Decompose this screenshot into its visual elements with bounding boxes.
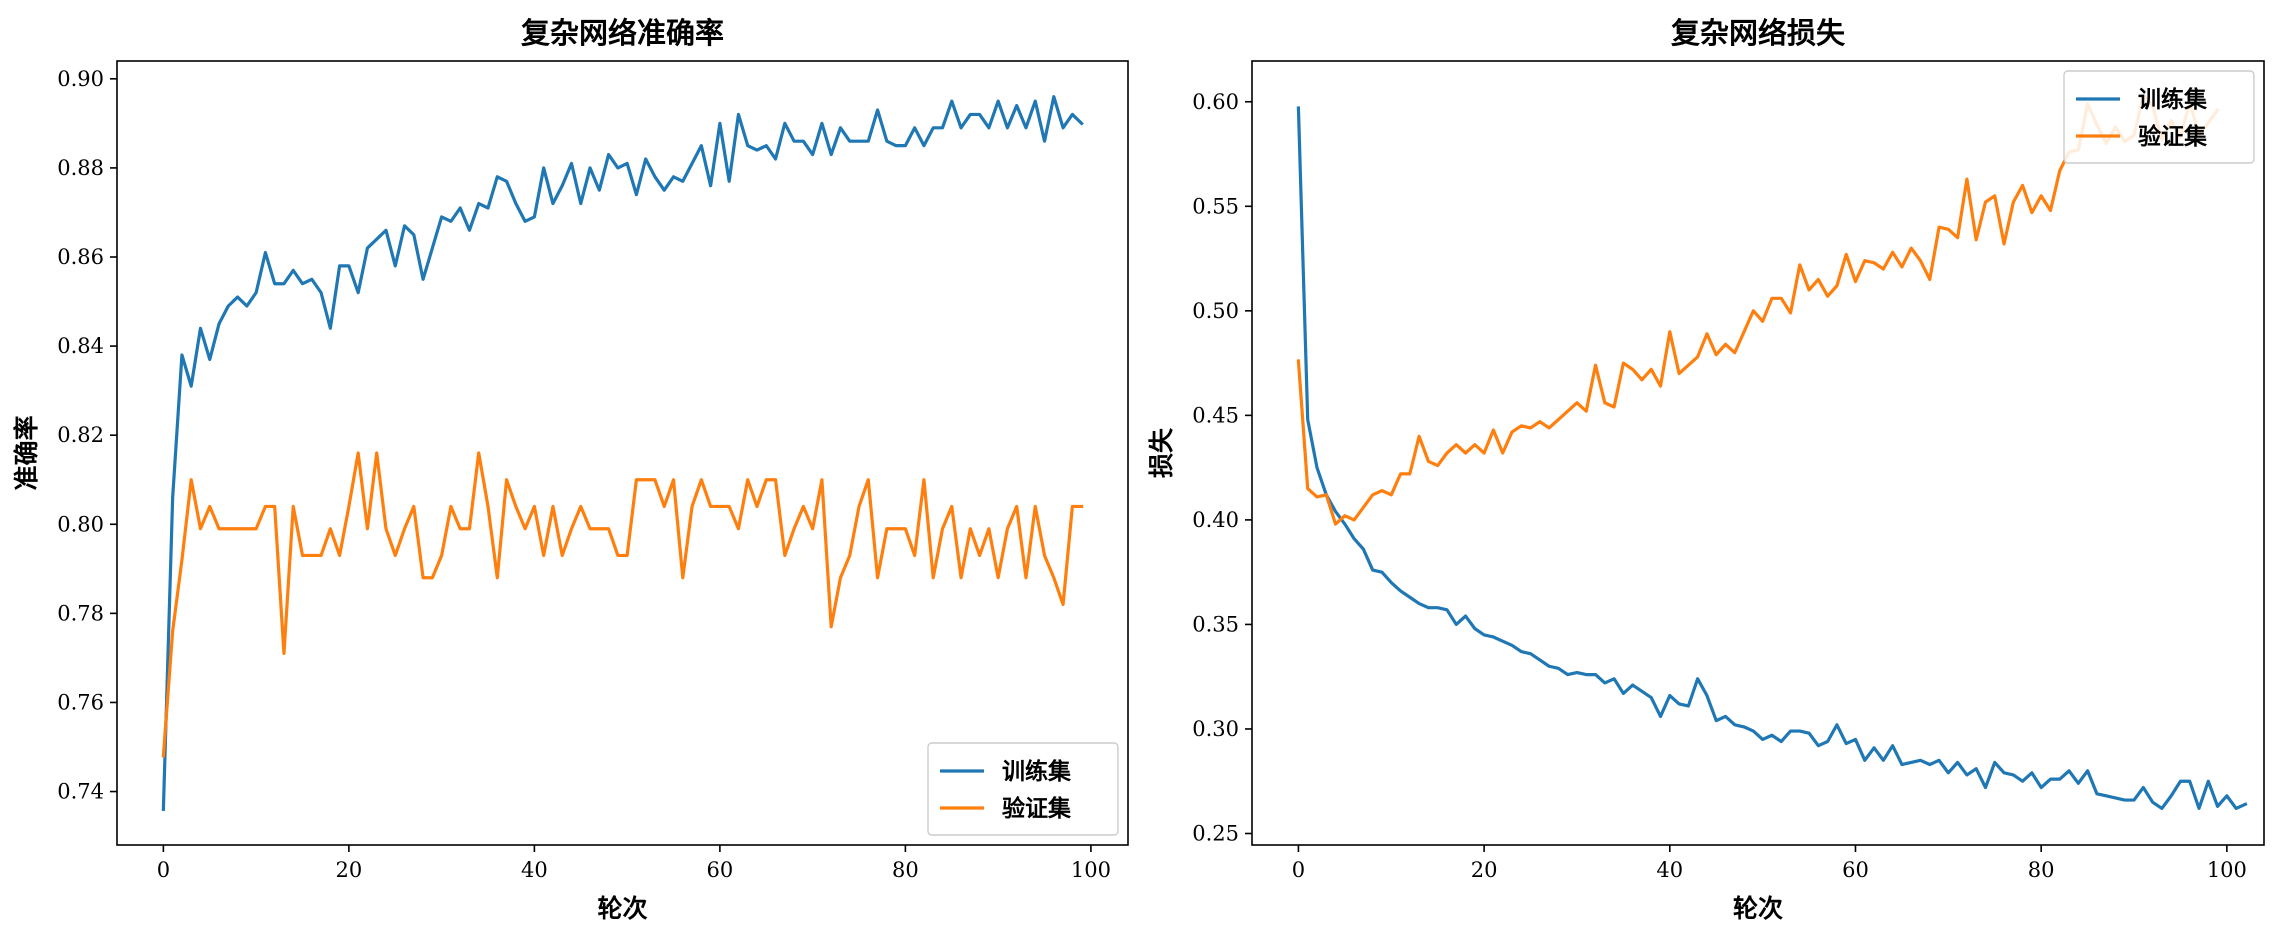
accuracy-x-tick-label: 80 bbox=[892, 858, 919, 882]
loss-y-tick-label: 0.25 bbox=[1192, 822, 1239, 846]
accuracy-y-tick-label: 0.80 bbox=[57, 512, 104, 536]
accuracy-series-train-line bbox=[161, 95, 1084, 812]
accuracy-y-tick-label: 0.86 bbox=[57, 245, 104, 269]
loss-x-tick-label: 60 bbox=[1842, 858, 1869, 882]
loss-legend-box bbox=[2063, 70, 2255, 164]
accuracy-y-tick-label: 0.82 bbox=[57, 423, 104, 447]
loss-y-axis-label: 损失 bbox=[1147, 427, 1176, 478]
accuracy-y-tick-label: 0.74 bbox=[57, 780, 104, 804]
loss-x-tick-label: 40 bbox=[1656, 858, 1683, 882]
accuracy-x-tick-label: 60 bbox=[707, 858, 734, 882]
loss-y-tick-label: 0.40 bbox=[1192, 508, 1239, 532]
accuracy-y-tick-label: 0.84 bbox=[57, 334, 104, 358]
accuracy-legend: 训练集 验证集 bbox=[927, 742, 1119, 836]
loss-y-tick-label: 0.50 bbox=[1192, 299, 1239, 323]
loss-legend-label-train: 训练集 bbox=[2138, 86, 2208, 113]
accuracy-y-tick-label: 0.90 bbox=[57, 67, 104, 91]
loss-y-tick-label: 0.30 bbox=[1192, 717, 1239, 741]
accuracy-x-tick-label: 0 bbox=[157, 858, 170, 882]
loss-axes-frame bbox=[1251, 60, 2265, 846]
accuracy-chart-title: 复杂网络准确率 bbox=[521, 16, 724, 50]
loss-x-tick-label: 100 bbox=[2207, 858, 2247, 882]
accuracy-x-axis-label: 轮次 bbox=[597, 894, 647, 923]
accuracy-legend-label-val: 验证集 bbox=[1002, 795, 1072, 822]
accuracy-y-tick-label: 0.78 bbox=[57, 601, 104, 625]
loss-x-tick-label: 80 bbox=[2028, 858, 2055, 882]
accuracy-y-tick-label: 0.88 bbox=[57, 156, 104, 180]
accuracy-legend-label-train: 训练集 bbox=[1002, 758, 1072, 785]
loss-x-tick-label: 0 bbox=[1292, 858, 1305, 882]
accuracy-axes-frame bbox=[116, 60, 1129, 846]
loss-y-tick-label: 0.45 bbox=[1192, 403, 1239, 427]
loss-x-axis-label: 轮次 bbox=[1733, 894, 1783, 923]
accuracy-legend-box bbox=[927, 742, 1119, 836]
loss-series-train-line bbox=[1296, 106, 2248, 811]
accuracy-series-group bbox=[161, 95, 1084, 812]
accuracy-x-tick-label: 100 bbox=[1071, 858, 1111, 882]
loss-y-tick-label: 0.35 bbox=[1192, 612, 1239, 636]
accuracy-x-tick-label: 20 bbox=[336, 858, 363, 882]
accuracy-series-val-line bbox=[161, 451, 1084, 758]
loss-chart-panel: 0 20 40 60 80 100 0.25 0.30 0.35 0.40 0.45 0.50 0.55… bbox=[1147, 16, 2265, 923]
loss-legend: 训练集 验证集 bbox=[2063, 70, 2255, 164]
loss-y-tick-label: 0.55 bbox=[1192, 194, 1239, 218]
accuracy-y-axis-label: 准确率 bbox=[12, 415, 41, 490]
accuracy-chart-panel: 0 20 40 60 80 100 0.74 0.76 0.78 0.80 0.82 0.84 0.86… bbox=[12, 16, 1129, 923]
accuracy-x-tick-label: 40 bbox=[521, 858, 548, 882]
loss-chart-title: 复杂网络损失 bbox=[1671, 16, 1846, 50]
accuracy-y-tick-label: 0.76 bbox=[57, 690, 104, 714]
loss-x-tick-label: 20 bbox=[1471, 858, 1498, 882]
loss-legend-label-val: 验证集 bbox=[2138, 123, 2208, 150]
loss-y-tick-label: 0.60 bbox=[1192, 90, 1239, 114]
